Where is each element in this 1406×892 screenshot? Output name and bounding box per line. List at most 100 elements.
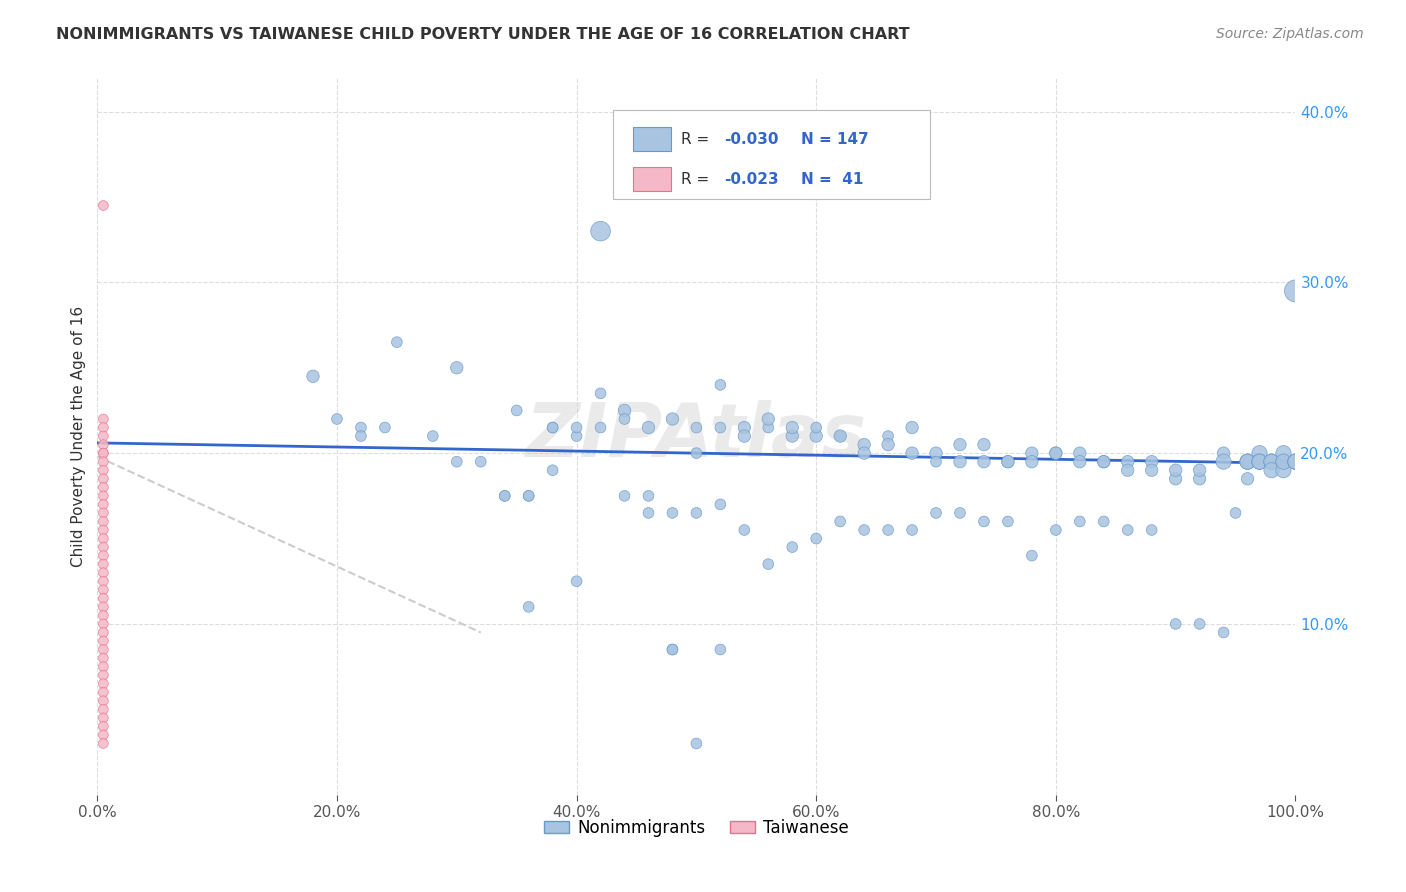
- Point: [517, 489, 540, 503]
- Point: [709, 642, 731, 657]
- Point: [541, 420, 564, 434]
- Point: [1069, 455, 1091, 469]
- Point: [374, 420, 396, 434]
- Point: [780, 540, 803, 554]
- Point: [756, 420, 779, 434]
- Point: [780, 429, 803, 443]
- Y-axis label: Child Poverty Under the Age of 16: Child Poverty Under the Age of 16: [72, 306, 86, 566]
- Text: ZIPAtlas: ZIPAtlas: [526, 400, 868, 473]
- Point: [470, 455, 492, 469]
- Point: [1272, 455, 1295, 469]
- Point: [1140, 455, 1163, 469]
- Point: [733, 523, 755, 537]
- Point: [780, 420, 803, 434]
- Point: [613, 403, 636, 417]
- Point: [1140, 463, 1163, 477]
- Point: [541, 463, 564, 477]
- Point: [1284, 455, 1306, 469]
- Point: [1236, 472, 1258, 486]
- Text: -0.023: -0.023: [724, 172, 779, 186]
- Point: [637, 506, 659, 520]
- Point: [661, 506, 683, 520]
- Point: [1021, 446, 1043, 460]
- Point: [925, 455, 948, 469]
- Point: [93, 480, 115, 494]
- Point: [661, 642, 683, 657]
- Point: [1092, 515, 1115, 529]
- Text: NONIMMIGRANTS VS TAIWANESE CHILD POVERTY UNDER THE AGE OF 16 CORRELATION CHART: NONIMMIGRANTS VS TAIWANESE CHILD POVERTY…: [56, 27, 910, 42]
- Point: [1212, 625, 1234, 640]
- Point: [1249, 455, 1271, 469]
- Point: [1021, 549, 1043, 563]
- Point: [93, 702, 115, 716]
- Point: [93, 540, 115, 554]
- Point: [901, 446, 924, 460]
- Point: [709, 420, 731, 434]
- Point: [93, 566, 115, 580]
- Point: [709, 377, 731, 392]
- Point: [853, 446, 876, 460]
- Point: [685, 736, 707, 750]
- Point: [93, 489, 115, 503]
- Point: [685, 446, 707, 460]
- Point: [661, 412, 683, 426]
- Point: [613, 489, 636, 503]
- Point: [925, 446, 948, 460]
- Point: [541, 420, 564, 434]
- Point: [93, 642, 115, 657]
- Point: [93, 625, 115, 640]
- Point: [685, 420, 707, 434]
- Point: [1236, 455, 1258, 469]
- Point: [93, 455, 115, 469]
- Point: [93, 515, 115, 529]
- Point: [853, 523, 876, 537]
- Point: [1272, 446, 1295, 460]
- Point: [93, 412, 115, 426]
- Point: [93, 497, 115, 511]
- Point: [853, 437, 876, 451]
- Point: [1225, 506, 1247, 520]
- Point: [93, 523, 115, 537]
- Point: [949, 506, 972, 520]
- Point: [925, 506, 948, 520]
- Point: [997, 455, 1019, 469]
- Point: [1116, 463, 1139, 477]
- Point: [1284, 455, 1306, 469]
- Point: [93, 668, 115, 682]
- Point: [997, 515, 1019, 529]
- Point: [93, 608, 115, 623]
- Point: [1092, 455, 1115, 469]
- Point: [997, 455, 1019, 469]
- Point: [350, 429, 373, 443]
- Legend: Nonimmigrants, Taiwanese: Nonimmigrants, Taiwanese: [537, 813, 856, 844]
- FancyBboxPatch shape: [613, 110, 929, 200]
- Point: [1188, 463, 1211, 477]
- Point: [1140, 523, 1163, 537]
- Point: [446, 455, 468, 469]
- Point: [1249, 455, 1271, 469]
- Point: [949, 437, 972, 451]
- Point: [1212, 446, 1234, 460]
- Point: [93, 599, 115, 614]
- Point: [93, 472, 115, 486]
- Point: [877, 429, 900, 443]
- Point: [93, 532, 115, 546]
- Point: [93, 728, 115, 742]
- Point: [613, 412, 636, 426]
- Point: [494, 489, 516, 503]
- Point: [93, 446, 115, 460]
- Point: [589, 420, 612, 434]
- Point: [1164, 616, 1187, 631]
- Point: [422, 429, 444, 443]
- Point: [1045, 446, 1067, 460]
- Point: [1069, 446, 1091, 460]
- Text: N = 147: N = 147: [800, 132, 869, 146]
- Bar: [633, 127, 671, 152]
- Point: [1260, 455, 1282, 469]
- Point: [93, 574, 115, 589]
- Point: [973, 455, 995, 469]
- Point: [1249, 455, 1271, 469]
- Point: [973, 437, 995, 451]
- Point: [93, 659, 115, 673]
- Point: [806, 429, 828, 443]
